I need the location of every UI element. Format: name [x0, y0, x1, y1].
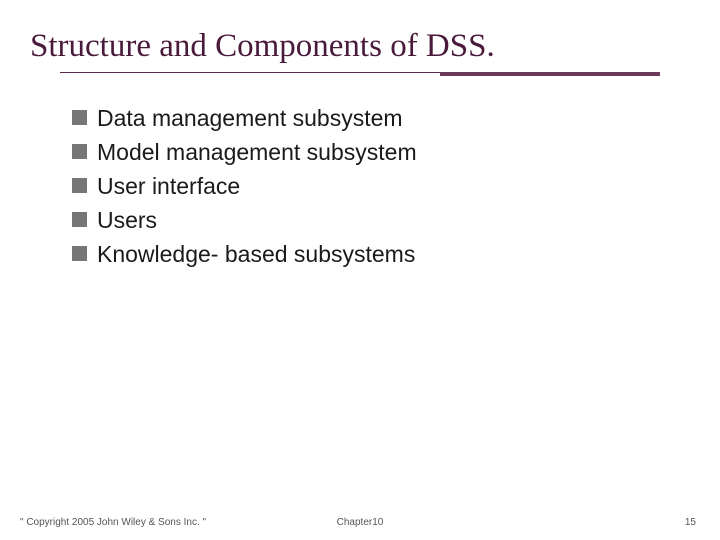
footer-chapter: Chapter10	[337, 517, 384, 528]
list-item: Model management subsystem	[72, 138, 660, 168]
slide-title: Structure and Components of DSS.	[30, 28, 690, 66]
bullet-text: User interface	[97, 172, 240, 202]
footer-page-number: 15	[685, 517, 696, 528]
list-item: Users	[72, 206, 660, 236]
slide: Structure and Components of DSS. Data ma…	[0, 0, 720, 540]
list-item: Data management subsystem	[72, 104, 660, 134]
content-area: Data management subsystem Model manageme…	[0, 78, 720, 269]
underline-thick	[440, 72, 660, 76]
title-underline	[30, 72, 690, 78]
list-item: Knowledge- based subsystems	[72, 240, 660, 270]
footer: " Copyright 2005 John Wiley & Sons Inc. …	[0, 508, 720, 528]
bullet-text: Data management subsystem	[97, 104, 403, 134]
square-bullet-icon	[72, 246, 87, 261]
square-bullet-icon	[72, 212, 87, 227]
list-item: User interface	[72, 172, 660, 202]
bullet-text: Model management subsystem	[97, 138, 417, 168]
title-area: Structure and Components of DSS.	[0, 0, 720, 78]
square-bullet-icon	[72, 144, 87, 159]
square-bullet-icon	[72, 110, 87, 125]
bullet-text: Users	[97, 206, 157, 236]
square-bullet-icon	[72, 178, 87, 193]
footer-copyright: " Copyright 2005 John Wiley & Sons Inc. …	[20, 517, 206, 528]
bullet-text: Knowledge- based subsystems	[97, 240, 415, 270]
